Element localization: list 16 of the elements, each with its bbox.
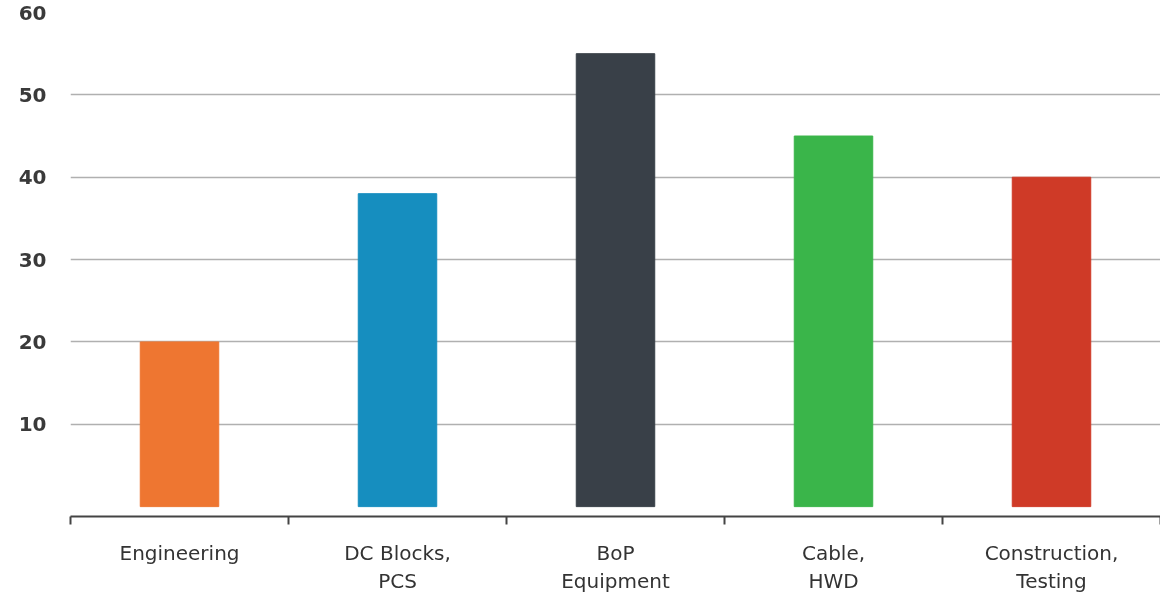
y-tick-label: 20 <box>18 329 47 354</box>
bar <box>357 193 438 508</box>
bar <box>575 53 656 508</box>
y-tick-label: 50 <box>18 82 47 107</box>
bar <box>139 341 220 508</box>
bar <box>793 135 874 508</box>
x-tick-label: Engineering <box>119 540 240 565</box>
x-tick-label: BoP Equipment <box>561 540 670 594</box>
y-tick-label: 60 <box>18 0 47 25</box>
x-tick-label: Cable, HWD <box>801 540 866 594</box>
x-tick-label: Construction, Testing <box>984 540 1119 594</box>
y-tick-label: 10 <box>18 412 47 437</box>
bar <box>1011 176 1092 508</box>
y-tick-label: 30 <box>18 247 47 272</box>
x-tick-label: DC Blocks, PCS <box>344 540 451 594</box>
y-tick-label: 40 <box>18 165 47 190</box>
